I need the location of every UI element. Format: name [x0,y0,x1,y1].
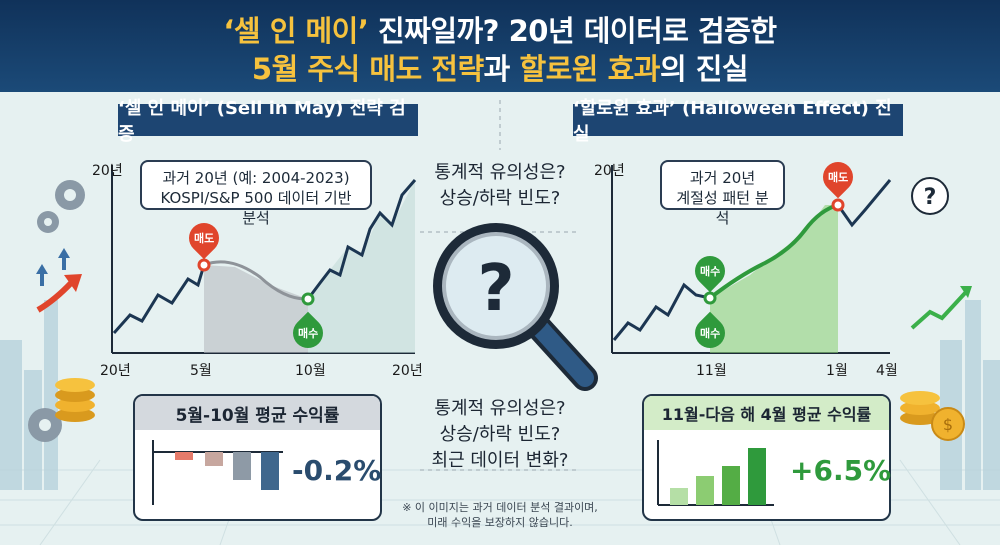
left-ribbon: ‘셀 인 메이’ (Sell in May) 전략 검증 [102,98,434,145]
right-ribbon: ‘할로윈 효과’ (Halloween Effect) 진실 [557,98,919,145]
svg-text:$: $ [943,415,953,434]
right-box-bars [657,440,774,506]
header-banner [0,0,1000,92]
coin-icon [55,378,95,422]
right-y-label: 20년 [594,163,625,179]
right-box-value: +6.5% [790,454,892,487]
left-x-tick-2: 10월 [295,363,326,379]
center-bottom-text: 통계적 유의성은? 상승/하락 빈도? 최근 데이터 변화? [431,398,569,471]
left-y-label: 20년 [92,163,123,179]
left-x-tick-0: 20년 [100,363,131,379]
right-return-box: 11월-다음 해 4월 평균 수익률 [642,394,891,521]
left-chart [111,165,417,354]
svg-text:?: ? [477,252,514,326]
left-box-title: 5월-10월 평균 수익률 [135,396,380,430]
right-callout: 과거 20년 계절성 패턴 분석 [660,160,785,227]
disclaimer: ※ 이 이미지는 과거 데이터 분석 결과이며, 미래 수익을 보장하지 않습니다… [402,501,598,529]
right-chart [611,165,892,354]
left-callout: 과거 20년 (예: 2004-2023) KOSPI/S&P 500 데이터 기… [140,160,372,227]
left-box-value: -0.2% [292,454,382,487]
header-title-line1: ‘셀 인 메이’ 진짜일까? 20년 데이터로 검증한 [223,14,777,48]
right-x-tick-2: 4월 [876,363,898,379]
header-title-line2: 5월 주식 매도 전략과 할로윈 효과의 진실 [251,52,749,86]
left-box-bars [152,440,283,505]
left-return-box: 5월-10월 평균 수익률 [133,394,382,521]
right-x-tick-0: 11월 [696,363,727,379]
right-box-title: 11월-다음 해 4월 평균 수익률 [644,396,889,430]
center-top-text: 통계적 유의성은? 상승/하락 빈도? [434,162,566,209]
right-x-tick-1: 1월 [826,363,848,379]
left-x-tick-1: 5월 [190,363,212,379]
left-x-tick-3: 20년 [392,363,423,379]
magnifier-question-icon: ? [433,223,598,391]
svg-text:?: ? [924,185,937,210]
question-bubble-icon: ? [911,177,949,215]
